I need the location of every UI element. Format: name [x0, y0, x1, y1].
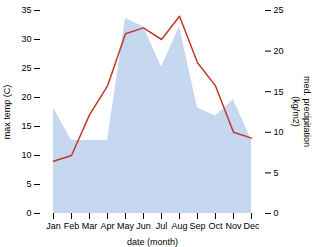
svg-text:Mar: Mar	[82, 221, 98, 231]
svg-text:10: 10	[21, 150, 31, 160]
svg-text:Dec: Dec	[243, 221, 260, 231]
svg-text:Sep: Sep	[189, 221, 205, 231]
svg-text:Apr: Apr	[100, 221, 114, 231]
svg-text:10: 10	[274, 127, 284, 137]
svg-text:Oct: Oct	[208, 221, 223, 231]
svg-text:20: 20	[274, 46, 284, 56]
svg-text:May: May	[117, 221, 135, 231]
svg-text:med. precipitation(kg/m2): med. precipitation(kg/m2)	[291, 76, 312, 147]
svg-text:15: 15	[21, 121, 31, 131]
svg-text:25: 25	[21, 63, 31, 73]
svg-text:30: 30	[21, 34, 31, 44]
svg-text:25: 25	[274, 5, 284, 15]
svg-text:20: 20	[21, 92, 31, 102]
svg-text:5: 5	[274, 168, 279, 178]
svg-text:Jul: Jul	[156, 221, 168, 231]
svg-text:max temp (C): max temp (C)	[2, 85, 12, 140]
svg-text:35: 35	[21, 5, 31, 15]
svg-text:date (month): date (month)	[127, 237, 178, 247]
svg-text:Aug: Aug	[171, 221, 187, 231]
svg-text:Jan: Jan	[46, 221, 61, 231]
svg-text:15: 15	[274, 87, 284, 97]
svg-text:5: 5	[26, 179, 31, 189]
svg-text:0: 0	[274, 208, 279, 218]
svg-text:0: 0	[26, 208, 31, 218]
svg-text:Feb: Feb	[64, 221, 80, 231]
svg-text:Jun: Jun	[136, 221, 151, 231]
svg-text:Nov: Nov	[225, 221, 242, 231]
